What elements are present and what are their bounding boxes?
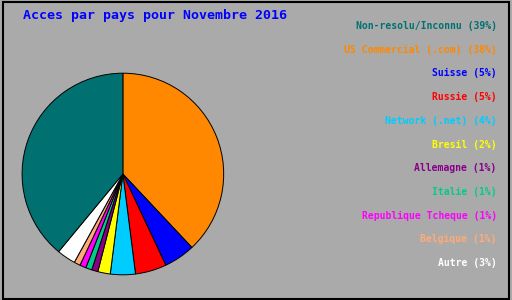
Wedge shape [74,174,123,265]
Text: Acces par pays pour Novembre 2016: Acces par pays pour Novembre 2016 [23,9,287,22]
Wedge shape [110,174,136,275]
Wedge shape [86,174,123,270]
Text: US Commercial (.com) (38%): US Commercial (.com) (38%) [344,45,497,55]
Text: Network (.net) (4%): Network (.net) (4%) [385,116,497,126]
Wedge shape [123,174,166,274]
Wedge shape [59,174,123,262]
Wedge shape [22,73,123,252]
Wedge shape [123,174,192,265]
Text: Autre (3%): Autre (3%) [438,258,497,268]
Wedge shape [80,174,123,268]
Wedge shape [123,73,224,248]
Text: Russie (5%): Russie (5%) [432,92,497,102]
Wedge shape [98,174,123,274]
Text: Italie (1%): Italie (1%) [432,187,497,197]
Text: Allemagne (1%): Allemagne (1%) [414,163,497,173]
Text: Bresil (2%): Bresil (2%) [432,140,497,149]
Text: Belgique (1%): Belgique (1%) [420,234,497,244]
Wedge shape [92,174,123,272]
Text: Non-resolu/Inconnu (39%): Non-resolu/Inconnu (39%) [356,21,497,31]
Text: Suisse (5%): Suisse (5%) [432,68,497,78]
Text: Republique Tcheque (1%): Republique Tcheque (1%) [361,211,497,220]
